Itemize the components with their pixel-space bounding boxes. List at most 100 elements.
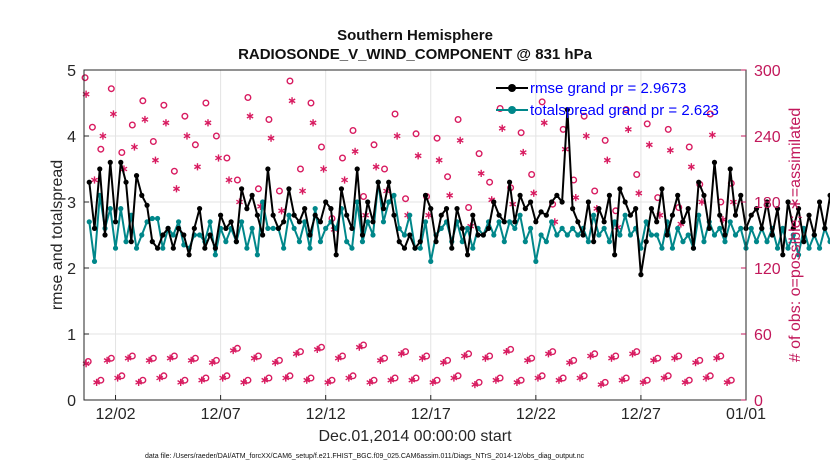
obs-possible-marker	[549, 348, 557, 356]
totalspread-point	[344, 239, 350, 245]
rmse-point	[591, 239, 597, 245]
totalspread-point	[732, 232, 739, 238]
obs-assimilated-marker	[471, 381, 479, 389]
totalspread-point	[601, 225, 607, 231]
obs-assimilated-marker	[692, 359, 700, 367]
rmse-point	[680, 219, 686, 225]
rmse-point	[281, 219, 287, 225]
totalspread-point	[570, 225, 576, 231]
totalspread-point	[302, 219, 308, 225]
obs-assimilated-marker	[534, 374, 542, 382]
obs-assimilated-marker	[162, 119, 170, 127]
totalspread-point	[317, 239, 324, 245]
obs-assimilated-marker	[372, 163, 380, 171]
obs-possible-marker	[170, 167, 178, 175]
rmse-point	[475, 232, 481, 238]
obs-assimilated-marker	[313, 345, 321, 353]
obs-assimilated-marker	[666, 146, 674, 154]
y-ticks-left: 0 1 2 3 4 5	[67, 63, 89, 410]
obs-possible-marker	[244, 93, 252, 101]
obs-possible-marker	[486, 352, 494, 360]
y-tick-label: 4	[67, 129, 76, 146]
rmse-point	[386, 179, 392, 185]
obs-assimilated-marker	[345, 374, 353, 382]
rmse-point	[690, 245, 697, 251]
obs-assimilated-marker	[219, 374, 227, 382]
totalspread-point	[107, 206, 113, 212]
obs-possible-marker	[160, 372, 168, 380]
obs-assimilated-marker	[446, 191, 454, 199]
obs-assimilated-marker	[481, 354, 489, 362]
obs-assimilated-marker	[194, 163, 201, 171]
obs-assimilated-marker	[418, 354, 426, 362]
totalspread-point	[296, 239, 303, 245]
rmse-point	[428, 206, 434, 212]
obs-assimilated-marker	[576, 374, 584, 382]
totalspread-point	[533, 258, 539, 264]
totalspread-point	[386, 199, 392, 205]
y-tick-label: 0	[67, 393, 76, 410]
totalspread-point	[795, 252, 802, 258]
totalspread-point	[118, 206, 124, 212]
obs-possible-marker	[139, 97, 147, 105]
rmse-point	[806, 212, 812, 218]
obs-possible-marker	[328, 376, 336, 384]
obs-assimilated-marker	[450, 374, 458, 382]
rmse-point	[527, 199, 534, 205]
obs-possible-marker	[454, 372, 462, 380]
obs-assimilated-marker	[246, 112, 254, 120]
totalspread-point	[396, 225, 402, 231]
totalspread-point	[496, 219, 502, 225]
rmse-point	[391, 212, 397, 218]
obs-assimilated-marker	[93, 378, 101, 386]
rmse-point	[317, 219, 324, 225]
rmse-point	[570, 206, 576, 212]
rmse-point	[338, 186, 345, 192]
rmse-point	[202, 245, 208, 251]
totalspread-point	[696, 212, 702, 218]
obs-possible-marker	[244, 376, 252, 384]
rmse-point	[496, 212, 502, 218]
rmse-point	[538, 209, 544, 215]
totalspread-point	[701, 239, 707, 245]
obs-assimilated-marker	[114, 374, 122, 382]
obs-assimilated-marker	[267, 134, 275, 142]
rmse-point	[144, 202, 150, 208]
obs-possible-marker	[580, 112, 588, 120]
rmse-point	[748, 212, 754, 218]
obs-assimilated-marker	[355, 343, 363, 351]
rmse-point	[323, 199, 329, 205]
obs-possible-marker	[675, 352, 683, 360]
rmse-point	[412, 245, 418, 251]
y-tick-label: 5	[67, 63, 76, 80]
obs-possible-marker	[349, 372, 357, 380]
rmse-point	[212, 245, 218, 251]
obs-possible-marker	[254, 352, 262, 360]
totalspread-point	[738, 225, 744, 231]
obs-possible-marker	[118, 148, 126, 156]
totalspread-point	[727, 219, 733, 225]
obs-possible-marker	[727, 376, 735, 384]
obs-assimilated-marker	[502, 348, 510, 356]
obs-possible-marker	[286, 77, 294, 85]
obs-possible-marker	[118, 372, 126, 380]
obs-possible-marker	[465, 350, 473, 358]
obs-possible-marker	[528, 170, 536, 178]
rmse-point	[685, 206, 691, 212]
obs-possible-marker	[181, 112, 189, 120]
rmse-point	[491, 199, 497, 205]
totalspread-point	[564, 232, 570, 238]
rmse-point	[160, 232, 166, 238]
obs-possible-marker	[107, 354, 115, 362]
totalspread-point	[112, 245, 119, 251]
rmse-point	[396, 239, 402, 245]
rmse-point	[774, 206, 781, 212]
obs-assimilated-marker	[530, 189, 538, 197]
legend-spread-marker	[508, 106, 516, 114]
totalspread-point	[270, 225, 276, 231]
rmse-point	[764, 199, 770, 205]
obs-assimilated-marker	[624, 125, 632, 133]
rmse-point	[91, 225, 98, 231]
obs-assimilated-marker	[334, 354, 342, 362]
obs-possible-marker	[286, 372, 294, 380]
